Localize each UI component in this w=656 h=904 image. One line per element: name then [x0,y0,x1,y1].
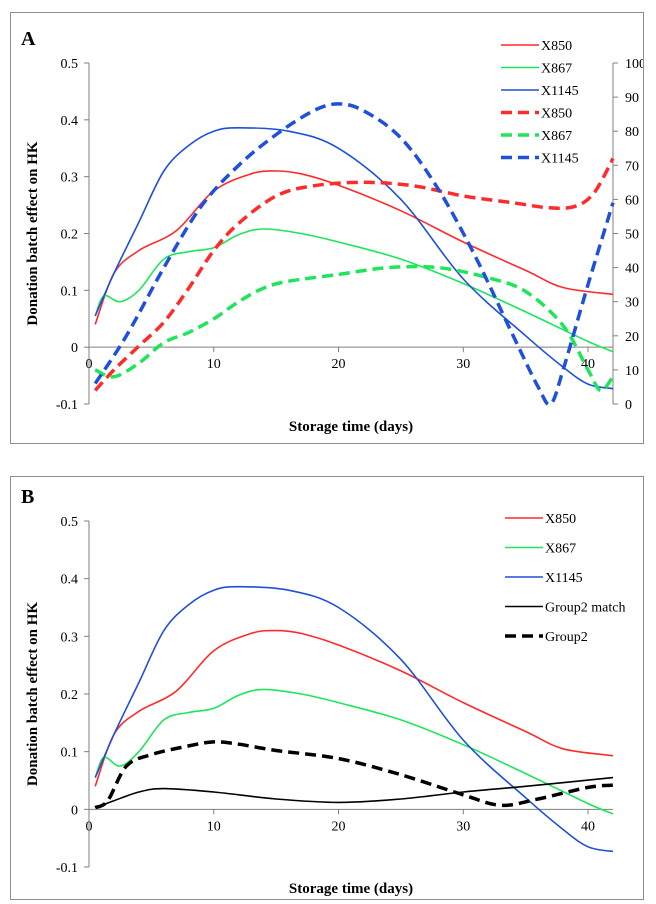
y2-tick-label: 10 [625,364,639,379]
y-tick-label: 0.3 [61,630,79,645]
legend-label: X867 [541,129,572,144]
chart-panel-b: B -0.1 0 0.1 0.2 0.3 0.4 0.5 0 10 20 30 40 Storage ti… [10,476,644,900]
y2-tick-label: 80 [625,125,639,140]
y-tick-label: 0 [71,803,78,818]
chart-b-svg: B -0.1 0 0.1 0.2 0.3 0.4 0.5 0 10 20 30 40 Storage ti… [21,486,625,897]
legend-label: X850 [541,39,572,54]
y-axis-title: Donation batch effect on HK [25,141,41,325]
x-tick-label: 10 [207,357,221,372]
legend-label: X1145 [541,152,579,167]
legend-label: Group2 [545,630,588,645]
panel-label: A [21,28,36,50]
y-tick-label: 0 [71,341,78,356]
x-tick-label: 10 [207,819,221,834]
y-axis-title: Donation batch effect on HK [25,602,41,786]
y-tick-label: 0.5 [61,515,79,530]
y2-tick-label: 50 [625,228,639,243]
x-tick-label: 40 [581,357,595,372]
y-tick-label: 0.4 [61,573,79,588]
series-line-3 [94,585,614,853]
series-line-1 [94,170,614,325]
legend-label: X1145 [545,571,583,586]
panel-label: B [21,486,34,508]
legend-label: X1145 [541,84,579,99]
y2-tick-label: 60 [625,193,639,208]
series-line-3 [94,127,614,390]
y-tick-label: -0.1 [56,398,78,413]
chart-a-svg: A -0.1 0 0.1 0.2 0.3 0.4 0.5 0 10 20 30 40 0 10 20 30 40 5… [21,28,643,435]
y2-tick-label: 70 [625,159,639,174]
x-tick-label: 30 [456,819,470,834]
y-tick-label: 0.1 [61,746,79,761]
y2-tick-label: 0 [625,398,632,413]
x-tick-label: 0 [86,819,93,834]
legend-label: X867 [541,62,572,77]
x-axis-title: Storage time (days) [289,419,413,435]
legend-label: Group2 match [545,601,625,616]
x-tick-label: 0 [86,357,93,372]
legend-label: X867 [545,542,576,557]
chart-panel-a: A -0.1 0 0.1 0.2 0.3 0.4 0.5 0 10 20 30 40 0 10 20 30 40 5… [10,12,644,444]
y-tick-label: 0.5 [61,57,79,72]
y2-tick-label: 100 [625,57,643,72]
series-line-2 [94,688,614,815]
x-tick-label: 40 [581,819,595,834]
y-tick-label: 0.2 [61,228,79,243]
y2-tick-label: 40 [625,262,639,277]
series-line-4 [94,776,614,809]
y-tick-label: 0.1 [61,284,79,299]
series-line-4 [93,157,615,392]
legend-label: X850 [541,107,572,122]
series-line-6 [93,102,615,407]
series-line-5 [94,264,615,393]
series-line-1 [94,629,614,787]
x-tick-label: 20 [332,819,346,834]
x-tick-label: 20 [332,357,346,372]
legend-label: X850 [545,512,576,527]
series-line-2 [94,228,614,353]
y-tick-label: -0.1 [56,861,78,876]
y-tick-label: 0.2 [61,688,79,703]
y2-tick-label: 90 [625,91,639,106]
y-tick-label: 0.3 [61,171,79,186]
y2-tick-label: 20 [625,330,639,345]
x-tick-label: 30 [456,357,470,372]
series-line-5 [94,740,614,810]
y-tick-label: 0.4 [61,114,79,129]
y2-tick-label: 30 [625,296,639,311]
x-axis-title: Storage time (days) [289,881,413,897]
